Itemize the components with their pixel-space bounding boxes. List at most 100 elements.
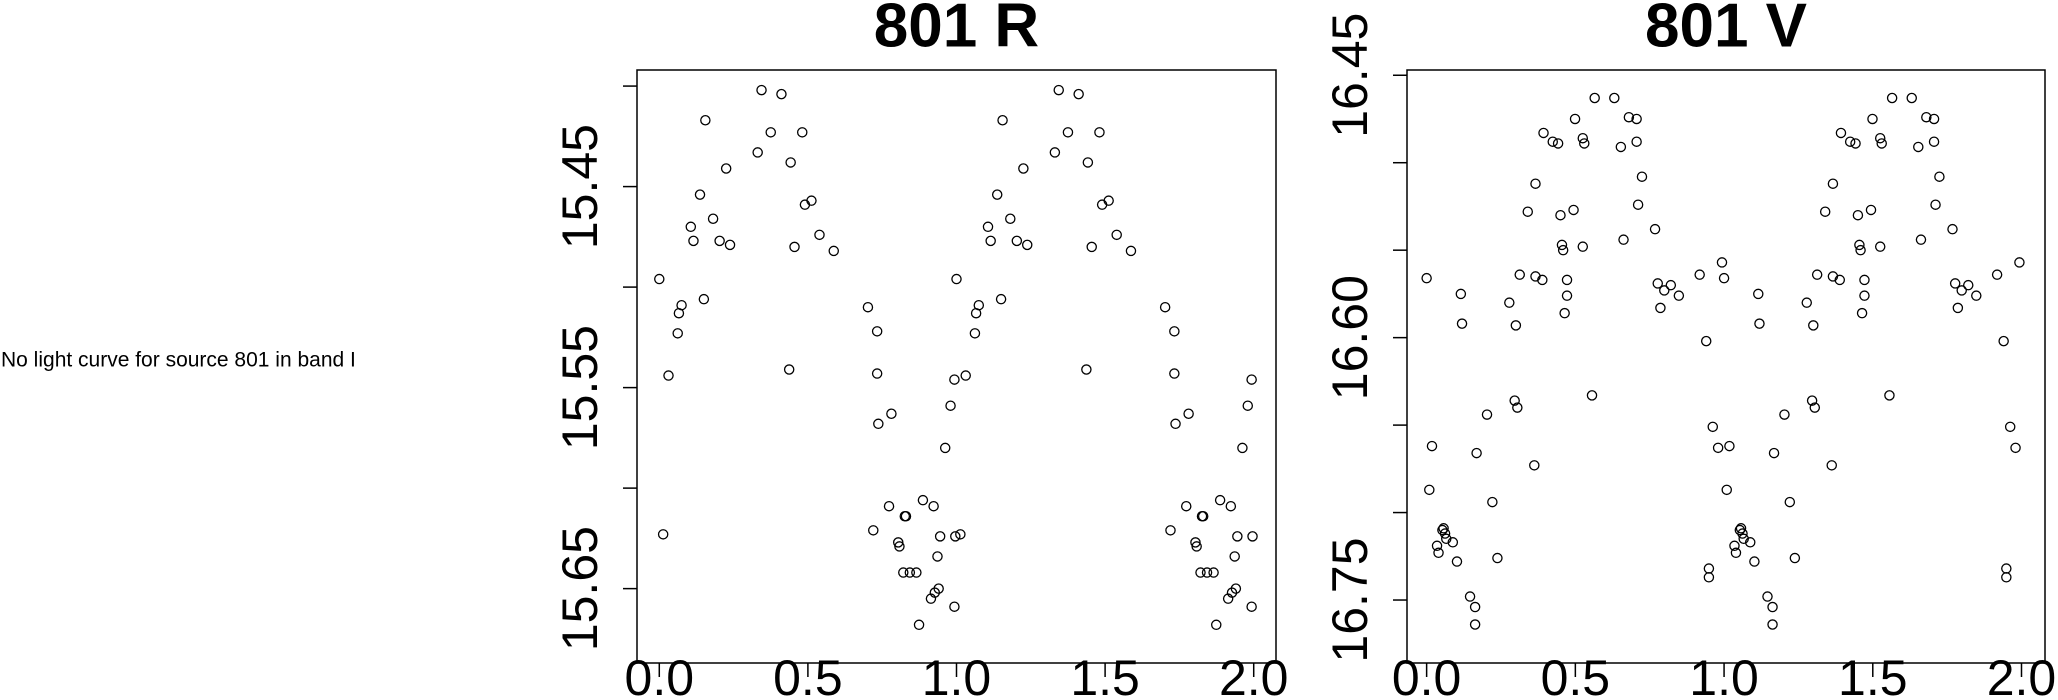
data-point [1703,563,1715,574]
data-point [783,364,795,375]
data-point [1865,204,1877,216]
data-point [1729,540,1740,552]
data-point [1447,537,1459,548]
data-point [1949,278,1961,289]
data-point [676,299,687,311]
data-point [1703,572,1715,583]
data-point [1886,92,1898,104]
data-point [862,301,874,313]
data-point [1649,223,1661,235]
data-point [1609,92,1620,104]
x-tick-label: 0.0 [1392,650,1462,700]
data-point [789,241,800,253]
data-point [969,328,981,339]
data-point [654,273,665,285]
data-point [1854,239,1865,251]
data-point [1631,113,1642,125]
data-point [1952,302,1964,314]
y-tick-label: 15.65 [552,526,608,651]
data-point [1169,326,1180,337]
data-point [1246,601,1257,612]
data-point [932,551,943,562]
data-point [911,567,922,578]
data-point [873,418,884,430]
data-point [934,531,946,542]
data-point [1826,460,1837,471]
data-point [982,221,994,233]
data-point [1011,235,1023,247]
data-point [1530,178,1541,189]
data-point [1512,402,1523,413]
data-point [1768,447,1780,459]
data-point [1730,547,1742,559]
data-point [1734,524,1746,536]
data-point [663,370,674,381]
data-point [694,189,706,200]
data-point [1808,320,1819,331]
data-point [960,370,971,381]
data-point [1246,374,1257,385]
data-point [814,229,825,241]
data-point [1086,241,1097,253]
data-point [1169,368,1180,379]
data-point [1456,318,1468,329]
data-point [939,442,951,454]
data-point [1784,496,1796,508]
data-point [796,127,808,138]
data-point [756,84,767,96]
data-point [1510,320,1522,331]
data-point [752,147,763,158]
data-point [1856,307,1868,319]
data-point [1170,418,1181,430]
data-point [955,529,966,540]
data-point [1707,421,1719,433]
data-point [1183,408,1194,419]
data-point [1930,199,1941,210]
data-point [714,235,725,247]
data-point [1021,239,1033,251]
data-point [1529,460,1540,471]
x-tick-label: 1.0 [1689,650,1759,700]
data-point [2014,257,2025,268]
data-point [1426,440,1438,452]
data-point [904,567,916,578]
data-point [1509,395,1520,406]
data-point [1631,136,1642,147]
data-point [991,189,1003,200]
data-point [1424,484,1435,496]
data-point [1237,442,1248,454]
chart-title: 801 R [874,0,1039,60]
data-point [1439,528,1451,539]
data-point [720,163,732,174]
data-point [1577,132,1589,144]
x-tick-label: 1.5 [1838,650,1908,700]
data-point [1956,285,1967,296]
data-point [1230,583,1242,594]
data-point [1103,195,1114,206]
data-point [997,115,1008,126]
data-point [1005,213,1016,225]
data-point [898,567,909,578]
data-point [707,213,719,225]
data-point [868,525,879,536]
data-point [1492,552,1503,564]
data-point [776,88,787,100]
data-point [1229,551,1240,562]
data-point [1738,533,1749,545]
data-point [1559,307,1570,319]
data-point [1753,288,1764,300]
data-point [1561,290,1573,301]
data-point [1081,364,1092,375]
data-point [928,500,939,512]
data-point [1928,136,1940,147]
data-point [1632,199,1644,210]
data-point [1561,274,1573,286]
y-tick-label: 16.60 [1322,275,1378,400]
data-point [1211,619,1222,631]
plot-frame [1406,69,2046,664]
data-point [1737,528,1748,539]
data-point [1623,111,1635,123]
data-point [2010,442,2021,454]
y-tick-label: 16.45 [1322,13,1378,138]
data-point [1062,127,1074,138]
